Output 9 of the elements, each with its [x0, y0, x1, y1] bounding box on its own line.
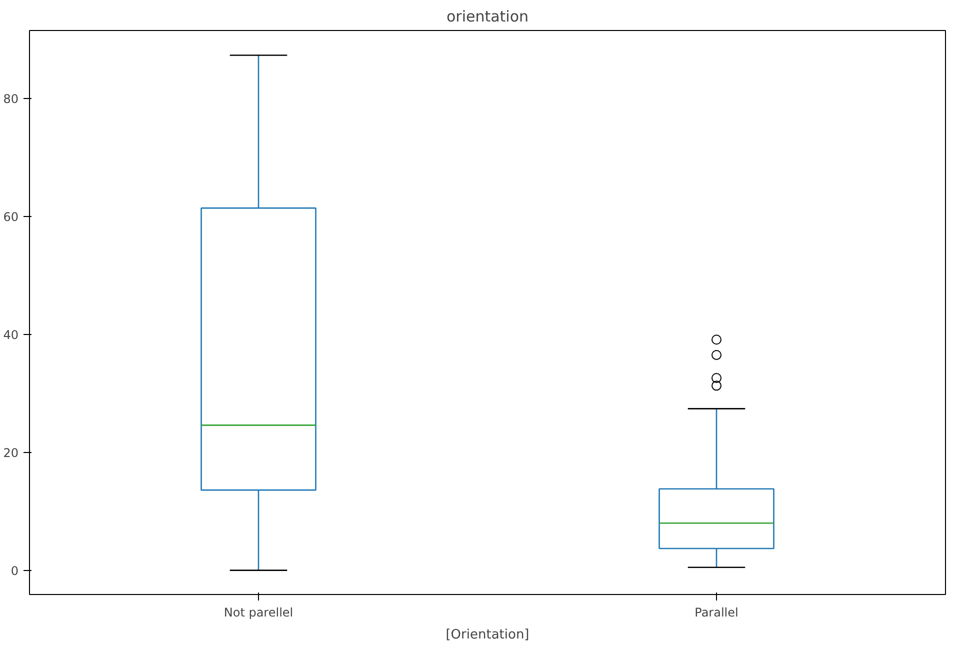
x-axis-title: [Orientation] — [446, 628, 530, 642]
y-tick-label: 60 — [3, 210, 19, 224]
chart-title: orientation — [446, 8, 529, 26]
y-tick-label: 40 — [3, 328, 19, 342]
x-tick-label: Not parellel — [224, 606, 294, 620]
y-tick-label: 80 — [3, 92, 19, 106]
x-tick-label: Parallel — [694, 606, 738, 620]
y-tick-label: 0 — [10, 564, 19, 578]
y-tick-label: 20 — [3, 446, 19, 460]
